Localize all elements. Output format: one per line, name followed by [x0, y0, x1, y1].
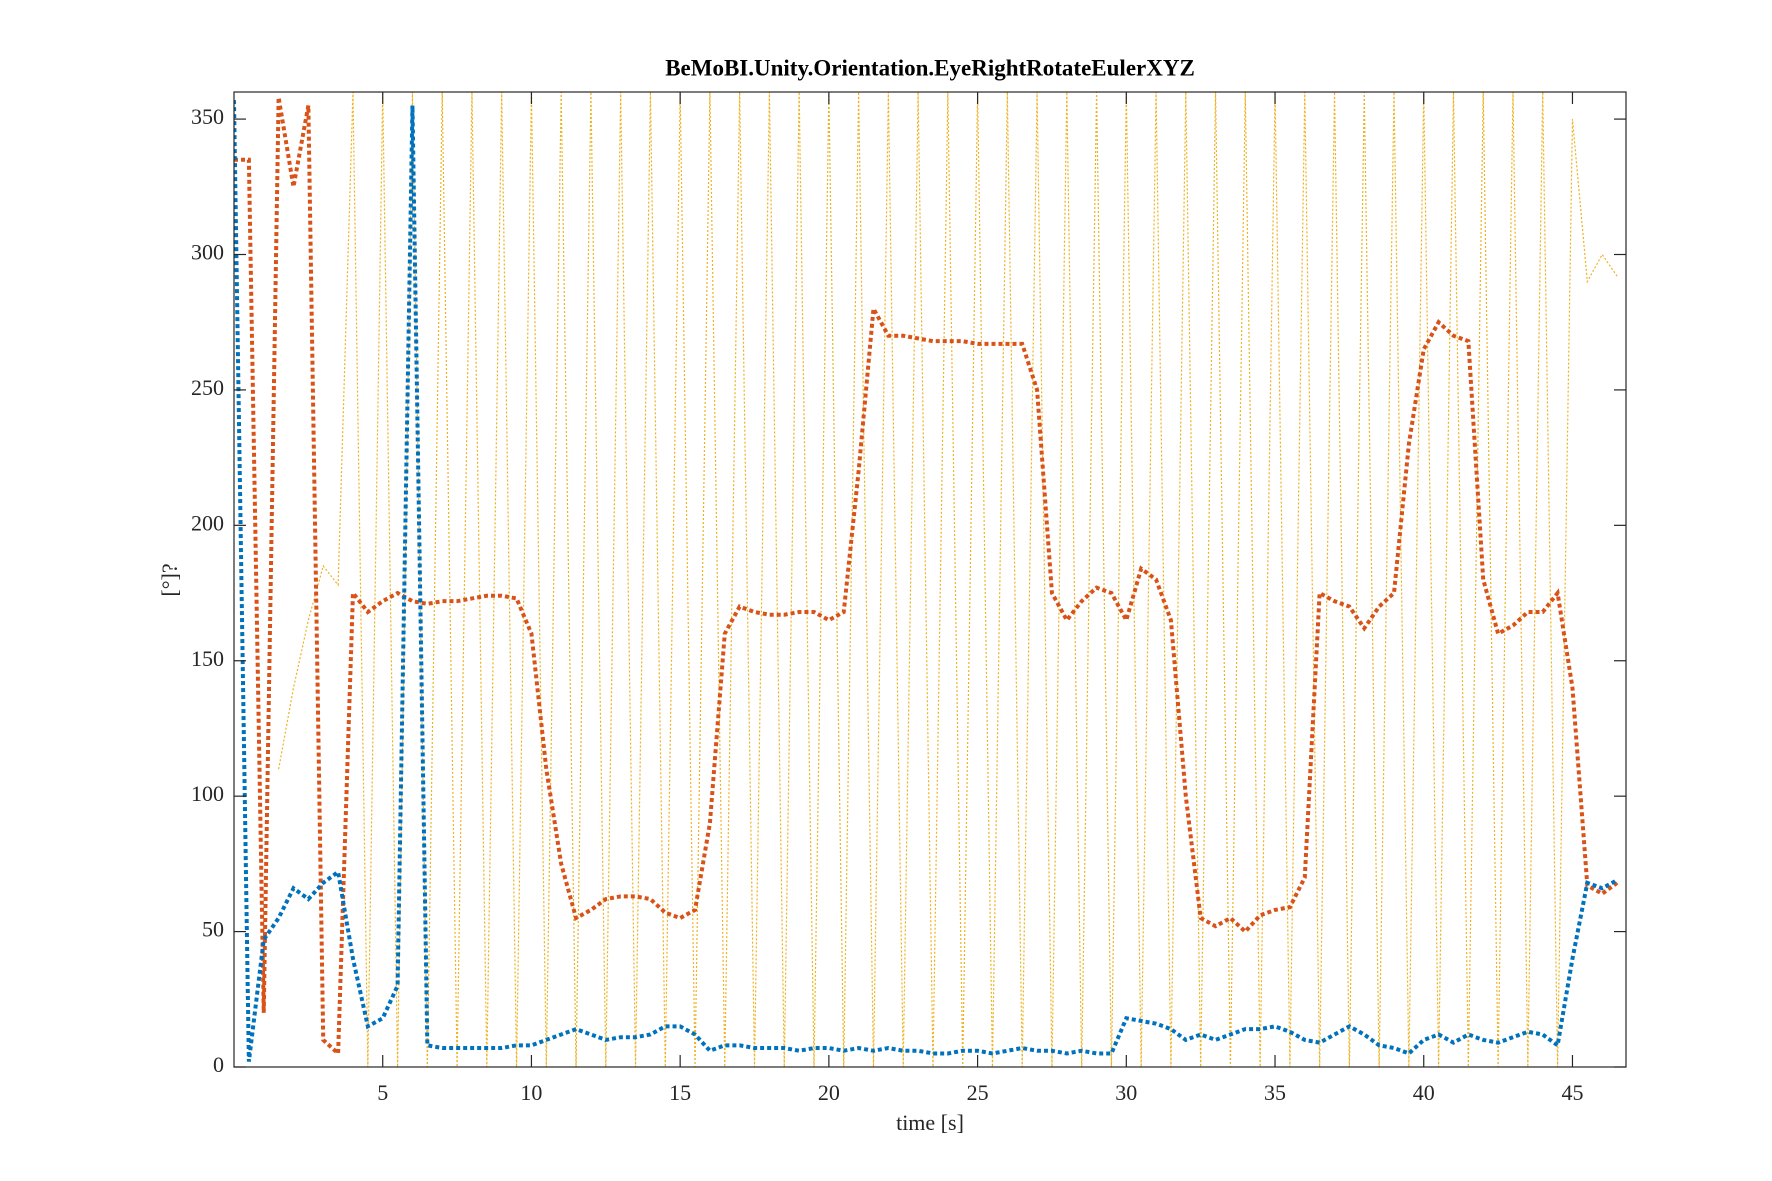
y-tick-label: 350	[191, 104, 224, 129]
x-tick-label: 45	[1561, 1080, 1583, 1105]
y-axis-label: [°]?	[157, 563, 182, 596]
plot-area	[234, 92, 1619, 1067]
x-tick-label: 35	[1264, 1080, 1286, 1105]
chart-title: BeMoBI.Unity.Orientation.EyeRightRotateE…	[665, 55, 1195, 80]
x-tick-label: 20	[818, 1080, 840, 1105]
y-tick-label: 300	[191, 240, 224, 265]
y-tick-label: 100	[191, 781, 224, 806]
x-tick-label: 40	[1413, 1080, 1435, 1105]
y-tick-label: 250	[191, 375, 224, 400]
x-tick-label: 25	[967, 1080, 989, 1105]
y-tick-label: 150	[191, 646, 224, 671]
y-tick-label: 0	[213, 1052, 224, 1077]
series-line	[234, 100, 1619, 1062]
x-tick-label: 15	[669, 1080, 691, 1105]
x-tick-label: 30	[1115, 1080, 1137, 1105]
x-axis-label: time [s]	[896, 1110, 964, 1135]
x-tick-label: 5	[377, 1080, 388, 1105]
series-line	[234, 97, 1619, 1058]
axes-box	[233, 91, 1627, 1068]
y-tick-label: 50	[202, 917, 224, 942]
y-tick-label: 200	[191, 510, 224, 535]
x-tick-label: 10	[520, 1080, 542, 1105]
